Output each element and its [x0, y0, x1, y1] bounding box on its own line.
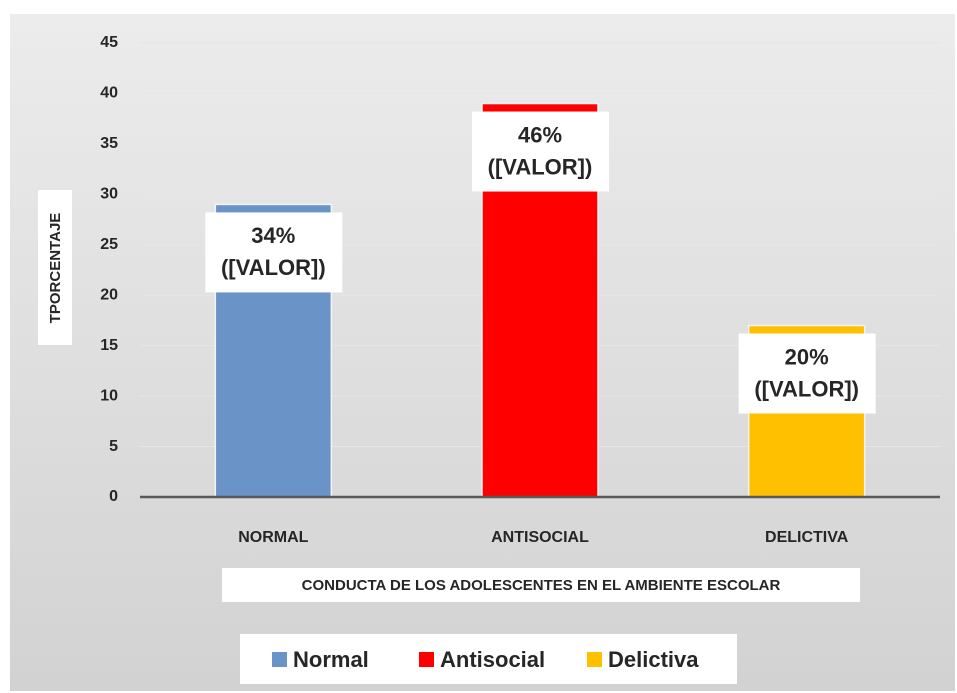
data-label: ([VALOR]): [754, 376, 859, 401]
data-label: ([VALOR]): [488, 154, 593, 179]
y-tick-label: 35: [100, 135, 118, 152]
x-label-box: [222, 568, 860, 602]
data-label: ([VALOR]): [221, 255, 326, 280]
legend-label: Delictiva: [608, 647, 699, 672]
x-tick-label: ANTISOCIAL: [491, 529, 589, 546]
y-tick-label: 45: [100, 34, 118, 51]
y-tick-label: 40: [100, 85, 118, 102]
x-axis-label: CONDUCTA DE LOS ADOLESCENTES EN EL AMBIE…: [302, 577, 781, 594]
y-tick-label: 0: [109, 488, 118, 505]
y-tick-label: 15: [100, 337, 118, 354]
x-tick-label: NORMAL: [238, 529, 308, 546]
legend-swatch: [419, 652, 434, 667]
x-tick-label: DELICTIVA: [765, 529, 849, 546]
data-label-box: [205, 212, 343, 293]
data-label-box: [472, 111, 609, 192]
legend-box: [240, 634, 737, 684]
legend-label: Normal: [293, 647, 369, 672]
data-label-box: [738, 333, 876, 414]
y-axis-label: TPORCENTAJE: [47, 213, 64, 324]
y-tick-label: 30: [100, 186, 118, 203]
legend-swatch: [272, 652, 287, 667]
data-label: 46%: [518, 122, 562, 147]
y-tick-label: 5: [109, 438, 118, 455]
data-label: 34%: [251, 223, 295, 248]
legend-swatch: [587, 652, 602, 667]
legend-label: Antisocial: [440, 647, 545, 672]
y-tick-label: 20: [100, 286, 118, 303]
y-label-box: [38, 190, 72, 345]
y-tick-label: 25: [100, 236, 118, 253]
y-tick-label: 10: [100, 387, 118, 404]
data-label: 20%: [785, 344, 829, 369]
